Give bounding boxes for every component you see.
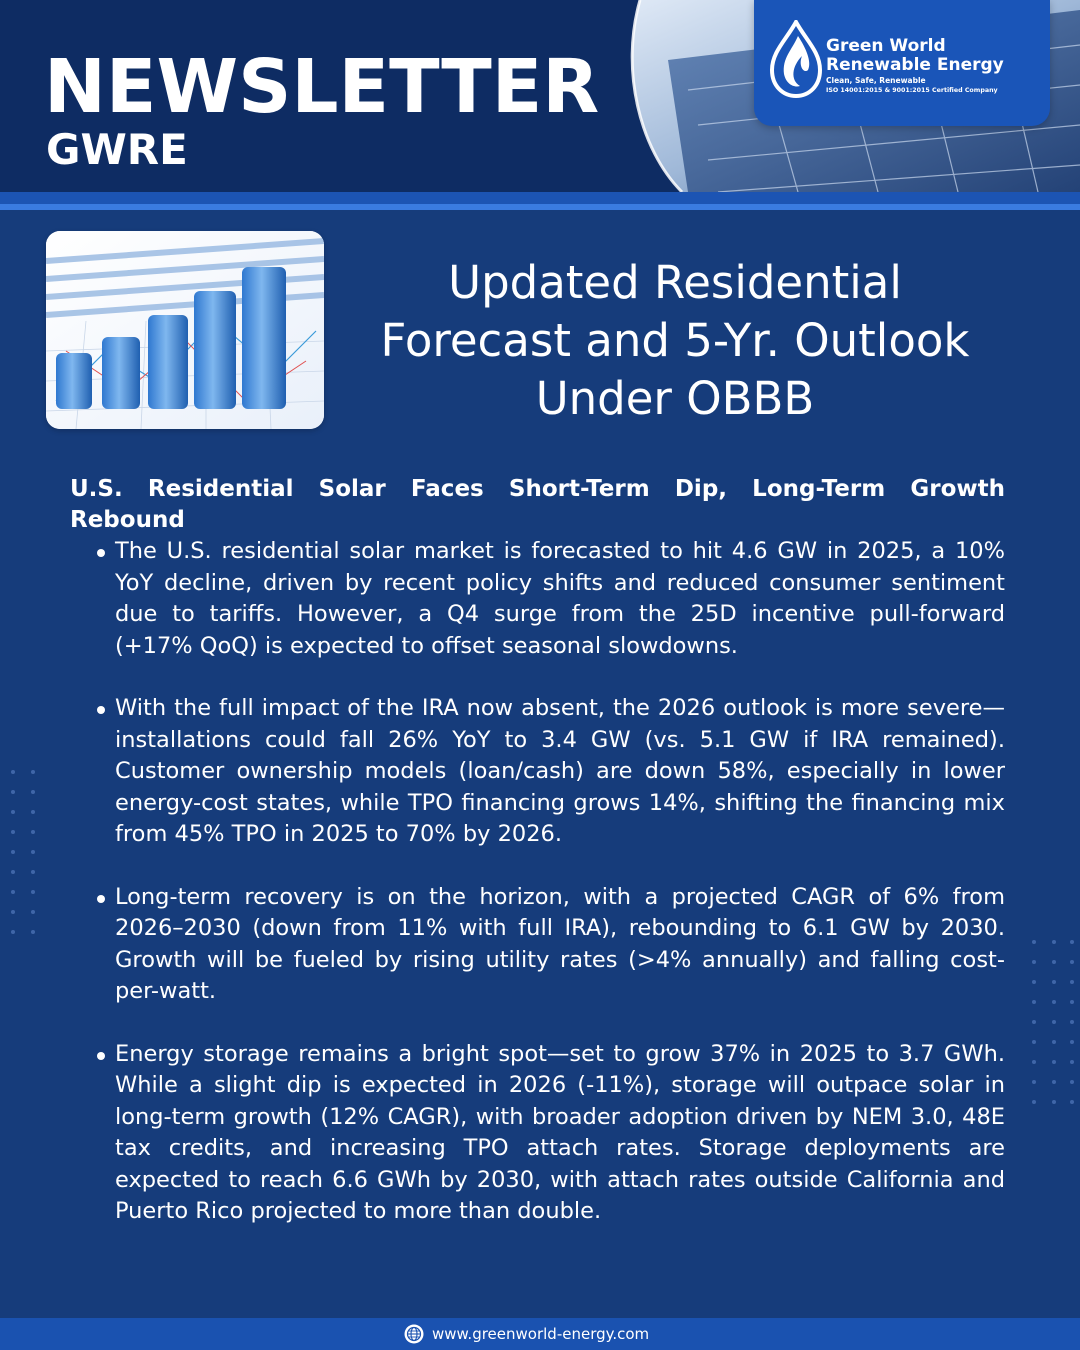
section-heading: U.S. Residential Solar Faces Short-Term … <box>70 476 1005 533</box>
bullet-item: Energy storage remains a bright spot—set… <box>70 1039 1005 1228</box>
logo-tagline: Clean, Safe, Renewable <box>826 76 926 85</box>
footer-link-group[interactable]: www.greenworld-energy.com <box>404 1323 649 1345</box>
bullet-text: Energy storage remains a bright spot—set… <box>115 1040 1005 1225</box>
headline-line-2: Forecast and 5-Yr. Outlook <box>380 314 970 367</box>
header-stripe-light <box>0 204 1080 210</box>
bullet-text: With the full impact of the IRA now abse… <box>115 695 1005 847</box>
bullet-item: With the full impact of the IRA now abse… <box>70 693 1005 851</box>
company-logo: Green World Renewable Energy Clean, Safe… <box>754 0 1050 126</box>
logo-certification: ISO 14001:2015 & 9001:2015 Certified Com… <box>826 87 998 94</box>
bar-chart-illustration <box>46 231 324 429</box>
article-headline: Updated Residential Forecast and 5-Yr. O… <box>340 254 1010 428</box>
decorative-dots-left <box>11 770 35 934</box>
header-stripe <box>0 192 1080 204</box>
header-curve <box>600 0 684 192</box>
decorative-dots-right <box>1032 940 1074 1104</box>
bar-chart-image <box>46 231 324 429</box>
newsletter-subtitle: GWRE <box>46 125 188 174</box>
website-link[interactable]: www.greenworld-energy.com <box>432 1325 650 1343</box>
article-body: U.S. Residential Solar Faces Short-Term … <box>70 474 1005 1259</box>
logo-name: Green World Renewable Energy <box>826 37 1004 75</box>
newsletter-title: NEWSLETTER <box>44 44 600 130</box>
bullet-list: The U.S. residential solar market is for… <box>70 536 1005 1228</box>
flame-drop-icon <box>769 20 823 98</box>
bullet-text: The U.S. residential solar market is for… <box>115 538 1005 659</box>
headline-line-1: Updated Residential <box>448 256 902 309</box>
bullet-item: The U.S. residential solar market is for… <box>70 536 1005 662</box>
logo-name-line1: Green World <box>826 36 946 56</box>
logo-name-line2: Renewable Energy <box>826 55 1004 75</box>
headline-line-3: Under OBBB <box>535 372 815 425</box>
footer-bar: www.greenworld-energy.com <box>0 1318 1080 1350</box>
bullet-dot <box>97 1051 105 1060</box>
header-band: NEWSLETTER GWRE Green World Renewable En… <box>0 0 1080 192</box>
bullet-item: Long-term recovery is on the horizon, wi… <box>70 882 1005 1008</box>
globe-icon <box>404 1324 424 1344</box>
bullet-dot <box>97 549 105 557</box>
bullet-dot <box>97 894 105 903</box>
bullet-dot <box>97 706 105 714</box>
bullet-text: Long-term recovery is on the horizon, wi… <box>115 883 1005 1005</box>
